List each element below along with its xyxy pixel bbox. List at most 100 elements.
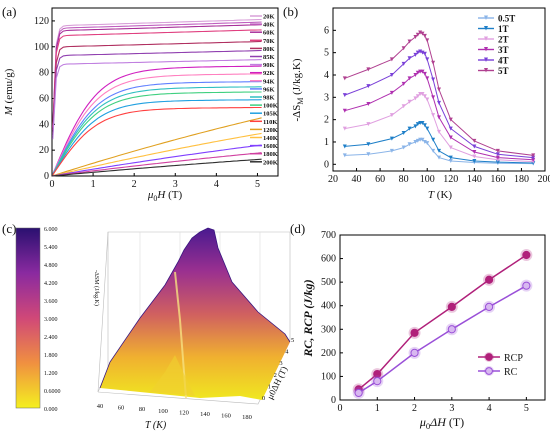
a-series-line-120K xyxy=(52,117,262,177)
b-marker xyxy=(495,152,500,157)
b-marker xyxy=(472,158,477,163)
d-legend-label: RC xyxy=(504,367,518,378)
a-legend-label: 80K xyxy=(263,46,275,53)
b-marker xyxy=(342,93,347,98)
d-marker xyxy=(484,302,494,311)
b-y-tick-label: 1 xyxy=(324,137,329,148)
surface-x-tick-label: 140 xyxy=(200,411,210,418)
b-x-tick-label: 120 xyxy=(443,174,458,185)
d-marker xyxy=(484,275,494,284)
b-marker xyxy=(472,144,477,149)
b-y-tick-label: 4 xyxy=(324,70,329,81)
b-x-axis-label: T (K) xyxy=(428,189,452,201)
b-marker xyxy=(420,137,425,142)
b-marker xyxy=(437,87,441,92)
a-series-line-85K xyxy=(52,49,262,137)
surface-x-tick-label: 120 xyxy=(179,409,189,416)
b-marker xyxy=(422,94,427,99)
b-marker xyxy=(342,144,347,149)
a-series-line-180K xyxy=(52,152,262,177)
b-marker xyxy=(415,32,420,37)
b-marker xyxy=(425,126,430,131)
a-series-line-92K xyxy=(52,65,262,175)
surface-body xyxy=(100,228,290,400)
d-marker xyxy=(447,302,456,311)
panel-d-rc-chart: 0 1 2 3 4 5 0 100 200 300 400 500 600 700 μ0ΔH (T) RC, … xyxy=(301,230,546,431)
surface-x-tick-label: 180 xyxy=(242,414,252,421)
panel-c-surface-plot: 6.000 5.400 4.800 4.200 3.600 3.000 2.400 1.800… xyxy=(15,227,294,431)
b-marker xyxy=(401,81,406,86)
a-legend-label: 120K xyxy=(263,127,278,134)
b-marker xyxy=(422,123,427,128)
a-legend-label: 70K xyxy=(263,38,275,45)
a-legend-label: 60K xyxy=(263,30,275,37)
b-marker xyxy=(415,50,420,55)
b-y-tick-label: 6 xyxy=(324,25,329,36)
surface-low-field-ridge xyxy=(150,355,195,396)
colorbar-tick-label: 6.000 xyxy=(44,227,58,233)
b-legend-marker xyxy=(484,26,488,31)
d-x-axis-label: μ0ΔH (T) xyxy=(419,415,464,431)
surface-x-ticks: 40 60 80 100 120 140 160 180 xyxy=(97,403,252,421)
d-series-line-RC xyxy=(358,285,527,394)
a-y-tick-label: 40 xyxy=(39,119,49,130)
b-x-tick-label: 40 xyxy=(352,174,362,185)
b-marker xyxy=(422,33,427,38)
b-marker xyxy=(425,141,430,146)
b-marker xyxy=(401,61,406,66)
b-legend-label: 3T xyxy=(498,45,509,55)
b-marker xyxy=(413,124,418,129)
b-marker xyxy=(366,102,371,107)
colorbar-tick-label: 4.200 xyxy=(44,281,58,287)
a-legend-label: 96K xyxy=(263,86,275,93)
a-series-line-94K xyxy=(52,73,262,175)
surface-y-tick-label: 5 xyxy=(291,337,294,344)
a-y-tick-label: 20 xyxy=(39,145,49,156)
surface-y-tick-label: 1 xyxy=(268,383,271,390)
b-marker xyxy=(425,76,430,81)
b-marker xyxy=(415,138,420,143)
a-series-line-40K xyxy=(52,21,262,128)
d-marker xyxy=(522,281,531,290)
b-marker xyxy=(448,117,453,122)
colorbar-tick-label: 3.600 xyxy=(44,299,58,305)
a-legend-label: 200K xyxy=(263,159,278,166)
b-marker xyxy=(415,94,420,99)
d-y-tick-label: 400 xyxy=(321,301,336,312)
a-legend-label: 85K xyxy=(263,54,275,61)
b-marker xyxy=(366,142,371,147)
b-marker xyxy=(437,129,441,134)
b-marker xyxy=(472,138,477,143)
panel-b-frame xyxy=(332,7,546,172)
b-marker xyxy=(389,90,394,95)
b-x-tick-label: 60 xyxy=(375,174,385,185)
d-x-tick-label: 5 xyxy=(524,403,529,414)
b-marker xyxy=(342,108,347,113)
b-marker xyxy=(413,72,418,77)
a-legend-label: 100K xyxy=(263,103,278,110)
d-legend-marker xyxy=(485,367,493,375)
b-marker xyxy=(418,30,423,35)
surface-y-tick-label: 4 xyxy=(285,349,289,356)
panel-a-curves xyxy=(52,18,262,177)
b-marker xyxy=(366,122,371,127)
b-marker xyxy=(415,70,420,75)
b-y-tick-label: 0 xyxy=(324,159,329,170)
d-y-tick-label: 0 xyxy=(331,395,336,406)
b-legend-label: 4T xyxy=(498,56,509,66)
b-marker xyxy=(420,91,425,96)
b-marker xyxy=(448,158,453,163)
b-marker xyxy=(407,76,412,81)
b-marker xyxy=(448,155,453,160)
b-marker xyxy=(413,52,418,57)
a-y-tick-label: 100 xyxy=(34,42,49,53)
a-series-line-70K xyxy=(52,29,262,130)
b-marker xyxy=(448,135,453,140)
surface-x-tick-label: 80 xyxy=(139,406,146,413)
b-legend-marker xyxy=(484,47,488,52)
b-marker xyxy=(472,150,477,155)
b-y-tick-label: 2 xyxy=(324,115,329,126)
a-x-tick-label: 0 xyxy=(50,179,55,190)
surface-y-tick-label: 0 xyxy=(262,395,265,402)
